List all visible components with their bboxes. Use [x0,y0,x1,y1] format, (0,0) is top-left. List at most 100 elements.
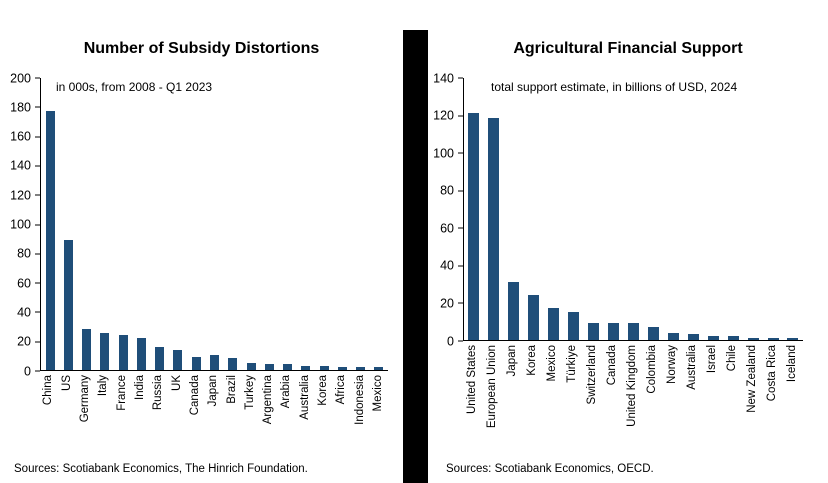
bar-slot [169,349,187,370]
y-axis: 0 20 40 60 80 100 120 140 160 180 200 [0,72,40,377]
x-label-slot: Mexico [543,345,563,381]
bar-slot [524,294,544,340]
plot-area-left: in 000s, from 2008 - Q1 2023 [40,78,388,371]
bar-united-kingdom [627,323,639,340]
y-tick-mark [35,253,40,255]
bar-slot [132,337,150,370]
bar-slot [278,364,296,370]
bar-slot [297,365,315,370]
x-label-slot: India [132,375,150,400]
y-tick-mark [458,115,463,117]
bar-slot [504,281,524,340]
y-tick-mark [35,194,40,196]
x-category-label: Costa Rica [766,345,779,402]
x-labels: United States European Union Japan Korea Mex… [463,345,803,428]
chart-title-right: Agricultural Financial Support [513,40,743,57]
bar-slot [205,355,223,370]
y-tick-mark [35,282,40,284]
bar-slot [151,346,169,370]
x-label-slot: Africa [333,375,351,404]
bar-slot [484,118,504,340]
x-label-slot: Costa Rica [763,345,783,401]
y-tick-mark [458,77,463,79]
x-category-label: India [133,375,146,400]
y-tick-label: 0 [24,363,31,378]
x-label-slot: Italy [95,375,113,396]
x-label-slot: Canada [603,345,623,385]
x-label-slot: Brazil [223,375,241,404]
x-category-label: Switzerland [586,345,599,405]
bar-russia [155,346,165,370]
bar-korea [528,294,540,340]
x-category-label: Colombia [646,345,659,394]
bar-norway [667,332,679,340]
y-tick-mark [35,311,40,313]
bar-slot [370,367,388,370]
bar-slot [743,338,763,340]
x-category-label: Turkey [243,375,256,410]
y-tick-mark [35,136,40,138]
x-category-label: Norway [666,345,679,384]
bar-australia [687,334,699,340]
bar-switzerland [588,323,600,340]
agricultural-support-panel: Agricultural Financial Support 0 20 40 60 80… [428,0,828,483]
x-category-label: Brazil [225,375,238,404]
bar-slot [663,332,683,340]
x-category-label: Russia [152,375,165,411]
y-tick-label: 40 [440,258,454,273]
bar-japan [508,281,520,340]
x-category-label: Indonesia [353,375,366,425]
bar-slot [624,323,644,340]
y-tick-mark [458,190,463,192]
bar-canada [191,356,201,370]
x-label-slot: Russia [150,375,168,410]
x-label-slot: Korea [315,375,333,406]
y-tick-mark [35,106,40,108]
x-labels: China US Germany Italy France India Russia UK Ca… [40,375,388,425]
chart-subtitle-left: in 000s, from 2008 - Q1 2023 [56,80,213,94]
x-label-slot: Germany [77,375,95,422]
x-category-label: Chile [726,345,739,372]
bar-slot [242,362,260,370]
x-category-label: US [60,375,73,391]
source-note-left: Sources: Scotiabank Economics, The Hinri… [14,463,308,475]
bar-japan [210,355,220,370]
y-tick-mark [35,341,40,343]
bar-slot [703,336,723,340]
y-axis: 0 20 40 60 80 100 120 140 [428,72,463,347]
y-tick-label: 120 [433,108,454,123]
bar-slot [260,364,278,370]
bar-slot [333,367,351,370]
bar-us [63,239,73,370]
bar-mexico [548,308,560,340]
x-category-label: Mexico [372,375,385,412]
y-tick-label: 60 [440,221,454,236]
bar-slot [315,365,333,370]
bar-india [136,337,146,370]
x-category-label: New Zealand [746,345,759,413]
y-tick-label: 60 [17,275,31,290]
x-category-label: Canada [188,375,201,416]
x-category-label: Korea [317,375,330,406]
bar-italy [100,333,110,370]
bar-turkey [246,362,256,370]
x-label-slot: Colombia [643,345,663,394]
y-tick-mark [35,77,40,79]
bar-france [118,334,128,370]
y-tick-label: 120 [10,187,31,202]
x-category-label: Australia [298,375,311,420]
y-tick-label: 140 [10,158,31,173]
x-label-slot: Switzerland [583,345,603,404]
y-tick-mark [458,152,463,154]
bar-australia [301,365,311,370]
bar-slot [464,112,484,340]
x-label-slot: Indonesia [351,375,369,425]
y-tick-label: 40 [17,305,31,320]
x-category-label: Canada [606,345,619,386]
bar-slot [683,334,703,340]
x-label-slot: Canada [187,375,205,415]
x-category-label: Japan [207,375,220,407]
y-tick-label: 100 [10,217,31,232]
y-tick-mark [458,227,463,229]
